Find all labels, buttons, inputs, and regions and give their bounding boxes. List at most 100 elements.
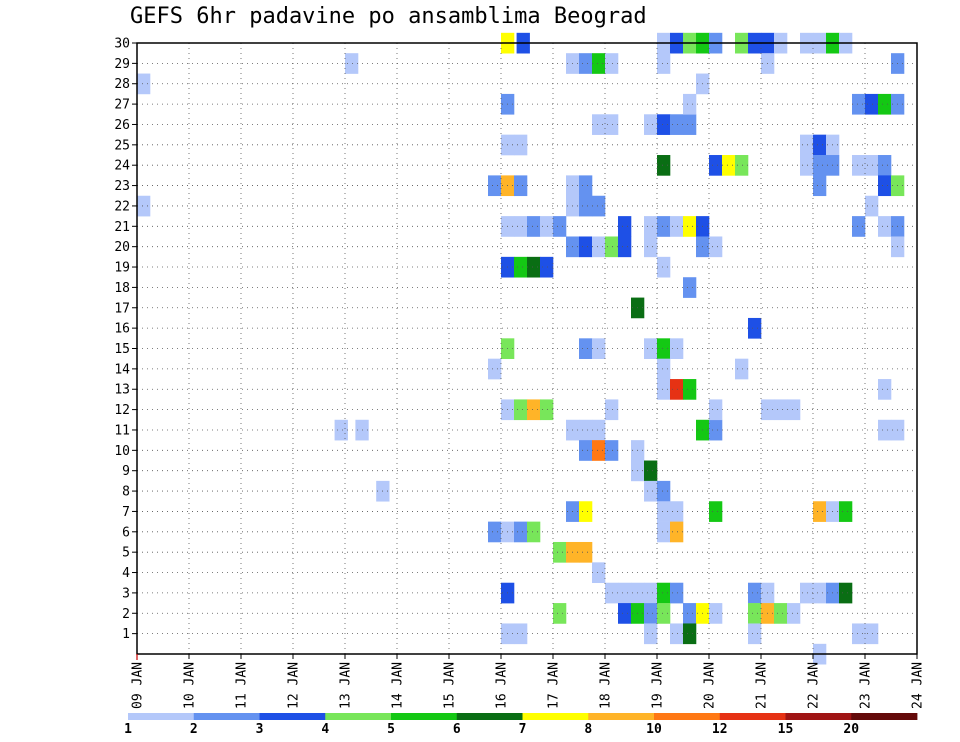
y-tick-label: 27 bbox=[114, 98, 130, 113]
y-tick-label: 24 bbox=[114, 159, 130, 174]
heatmap-cell bbox=[540, 216, 554, 237]
heatmap-cell bbox=[865, 93, 879, 115]
y-tick-label: 26 bbox=[114, 118, 130, 133]
heatmap-cell bbox=[800, 134, 814, 156]
heatmap-cell bbox=[774, 603, 788, 624]
heatmap-cell bbox=[865, 623, 879, 645]
heatmap-cell bbox=[644, 480, 658, 502]
heatmap-cell bbox=[514, 399, 528, 421]
heatmap-cell bbox=[657, 582, 671, 604]
heatmap-cell bbox=[605, 582, 619, 604]
heatmap-cell bbox=[670, 338, 684, 359]
heatmap-cell bbox=[553, 541, 567, 563]
x-tick-label: 23 JAN bbox=[859, 662, 874, 709]
heatmap-cell bbox=[787, 603, 801, 624]
heatmap-cell bbox=[553, 603, 567, 624]
x-tick-label: 12 JAN bbox=[287, 662, 302, 709]
x-tick-label: 14 JAN bbox=[391, 662, 406, 709]
heatmap-cell bbox=[514, 623, 528, 645]
x-axis: 09 JAN 10 JAN 11 JAN 12 JAN 13 JAN 14 JAN 15 J… bbox=[131, 654, 926, 709]
heatmap-cell bbox=[644, 338, 658, 359]
heatmap-cell bbox=[735, 155, 749, 176]
heatmap-cell bbox=[644, 582, 658, 604]
heatmap-cell bbox=[605, 399, 619, 421]
heatmap-cell bbox=[683, 93, 697, 115]
chart-title: GEFS 6hr padavine po ansamblima Beograd bbox=[130, 4, 647, 29]
heatmap-cell bbox=[670, 521, 684, 543]
heatmap-cell bbox=[488, 358, 502, 380]
heatmap-cell bbox=[657, 338, 671, 359]
heatmap-cell bbox=[865, 155, 879, 176]
heatmap-cell bbox=[683, 277, 697, 298]
colorbar-label: 7 bbox=[519, 722, 527, 737]
heatmap-cell bbox=[137, 73, 151, 95]
heatmap-cell bbox=[683, 379, 697, 400]
colorbar-label: 15 bbox=[778, 722, 794, 737]
heatmap-cell bbox=[579, 440, 593, 461]
heatmap-cell bbox=[644, 114, 658, 135]
heatmap-cell bbox=[878, 175, 892, 197]
y-tick-label: 7 bbox=[122, 505, 130, 520]
colorbar-swatch bbox=[719, 713, 786, 720]
heatmap-cell bbox=[709, 399, 723, 421]
heatmap-cell bbox=[670, 582, 684, 604]
heatmap-cell bbox=[813, 582, 827, 604]
heatmap-cell bbox=[644, 603, 658, 624]
colorbar-swatch bbox=[785, 713, 852, 720]
colorbar-swatch bbox=[259, 713, 326, 720]
y-tick-label: 2 bbox=[122, 607, 130, 622]
colorbar-swatch bbox=[456, 713, 523, 720]
heatmap-cell bbox=[527, 521, 541, 543]
heatmap-cell bbox=[345, 53, 359, 74]
heatmap-cell bbox=[670, 501, 684, 522]
heatmap-cell bbox=[748, 317, 762, 339]
heatmap-cell bbox=[527, 399, 541, 421]
colorbar-swatch bbox=[588, 713, 655, 720]
x-tick-label: 13 JAN bbox=[339, 662, 354, 709]
heatmap-cell bbox=[878, 155, 892, 176]
heatmap-cell bbox=[657, 358, 671, 380]
colorbar-swatch bbox=[128, 713, 195, 720]
heatmap-cell bbox=[852, 93, 866, 115]
heatmap-cell bbox=[644, 236, 658, 258]
heatmap-cell bbox=[592, 440, 606, 461]
colorbar-label: 12 bbox=[712, 722, 728, 737]
colorbar-label: 1 bbox=[124, 722, 132, 737]
y-tick-label: 30 bbox=[114, 37, 130, 52]
heatmap-cell bbox=[657, 216, 671, 237]
heatmap-cell bbox=[618, 216, 632, 237]
heatmap-cell bbox=[579, 501, 593, 522]
heatmap-cell bbox=[527, 256, 541, 278]
x-tick-label: 17 JAN bbox=[547, 662, 562, 709]
heatmap-cell bbox=[514, 175, 528, 197]
heatmap-cell bbox=[878, 379, 892, 400]
heatmap-cell bbox=[670, 216, 684, 237]
y-tick-label: 19 bbox=[114, 261, 130, 276]
colorbar-swatch bbox=[654, 713, 721, 720]
y-tick-label: 3 bbox=[122, 586, 130, 601]
heatmap-cell bbox=[334, 419, 348, 441]
y-tick-label: 28 bbox=[114, 77, 130, 92]
heatmap-cell bbox=[670, 114, 684, 135]
heatmap-cell bbox=[722, 155, 736, 176]
x-tick-label: 24 JAN bbox=[911, 662, 926, 709]
heatmap-cell bbox=[579, 175, 593, 197]
heatmap-cell bbox=[592, 562, 606, 584]
y-tick-label: 16 bbox=[114, 322, 130, 337]
heatmap-cell bbox=[709, 419, 723, 441]
x-tick-label: 09 JAN bbox=[131, 662, 146, 709]
colorbar-label: 5 bbox=[387, 722, 395, 737]
heatmap-cell bbox=[878, 93, 892, 115]
heatmap-cell bbox=[514, 134, 528, 156]
heatmap-cell bbox=[709, 603, 723, 624]
y-tick-label: 22 bbox=[114, 199, 130, 214]
heatmap-cell bbox=[657, 114, 671, 135]
heatmap-cell bbox=[709, 236, 723, 258]
y-tick-label: 11 bbox=[114, 423, 130, 438]
heatmap-cell bbox=[657, 256, 671, 278]
heatmap-cell bbox=[644, 623, 658, 645]
gridlines bbox=[137, 42, 917, 654]
heatmap-cell bbox=[657, 603, 671, 624]
y-tick-label: 5 bbox=[122, 546, 130, 561]
